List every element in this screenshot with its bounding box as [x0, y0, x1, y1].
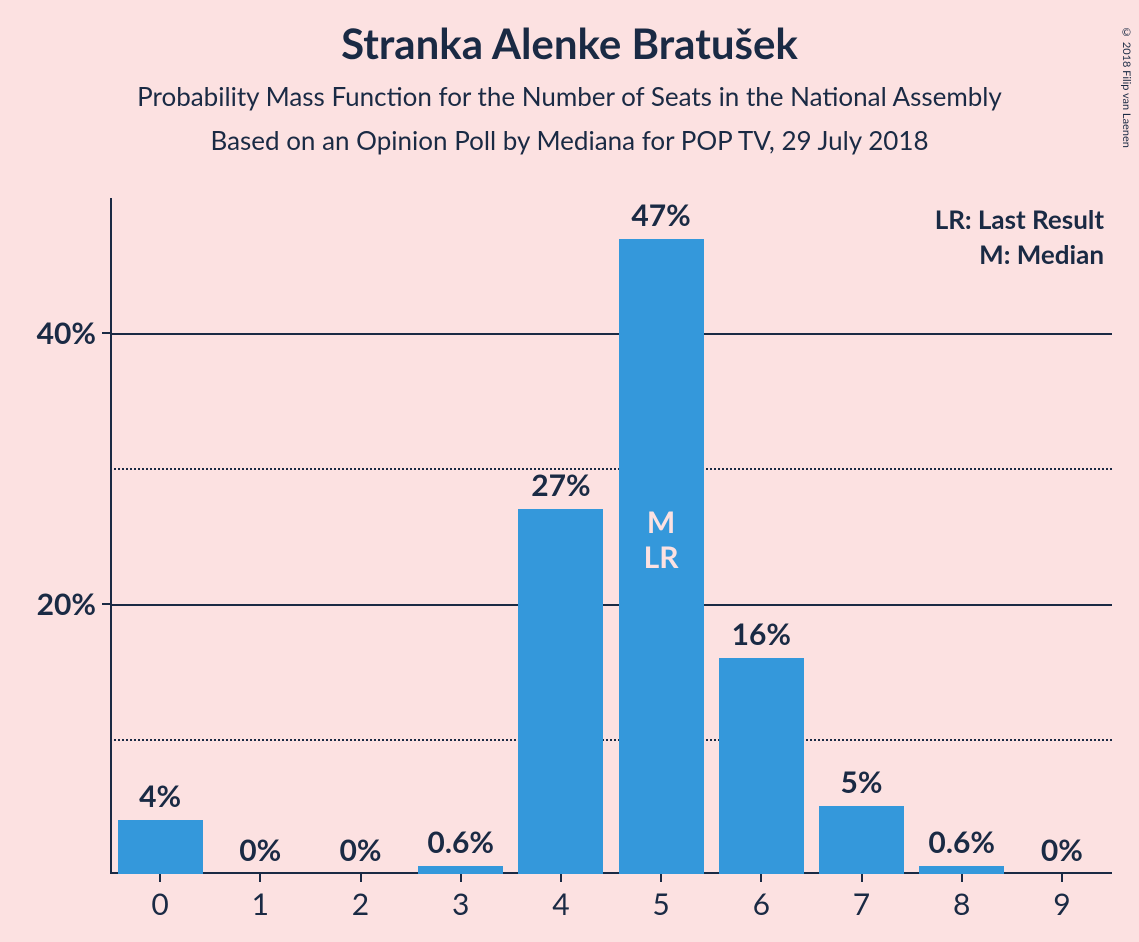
x-tick-mark: [760, 874, 762, 882]
x-tick-mark: [861, 874, 863, 882]
bar-value-label: 4%: [139, 778, 181, 814]
y-tick-label: 40%: [37, 315, 96, 351]
x-tick-label: 4: [552, 886, 569, 922]
bar: 16%: [719, 658, 804, 874]
y-tick-mark: [102, 603, 110, 605]
bar: 0.6%: [919, 866, 1004, 874]
chart-subtitle-1: Probability Mass Function for the Number…: [0, 80, 1139, 112]
chart-plot-area: 20%40%04%10%20%30.6%427%547%MLR616%75%80…: [110, 198, 1112, 874]
x-tick-mark: [560, 874, 562, 882]
x-tick-mark: [460, 874, 462, 882]
bar-value-label: 0.6%: [427, 824, 494, 860]
bar-inner-label: MLR: [644, 505, 679, 574]
bar-value-label: 0%: [239, 832, 281, 868]
x-tick-mark: [360, 874, 362, 882]
bar-value-label: 16%: [732, 616, 791, 652]
bar-value-label: 0%: [339, 832, 381, 868]
y-tick-label: 20%: [37, 586, 96, 622]
x-tick-label: 7: [853, 886, 870, 922]
gridline-minor: [110, 739, 1112, 741]
chart-title: Stranka Alenke Bratušek: [0, 18, 1139, 68]
x-tick-label: 2: [352, 886, 369, 922]
bar: 0.6%: [418, 866, 503, 874]
x-tick-mark: [961, 874, 963, 882]
bar-value-label: 0.6%: [928, 824, 995, 860]
bar-value-label: 5%: [840, 764, 882, 800]
legend: LR: Last Result M: Median: [935, 202, 1104, 272]
x-tick-label: 1: [252, 886, 269, 922]
gridline-major: [110, 604, 1112, 606]
bar: 47%MLR: [619, 239, 704, 874]
x-tick-mark: [1061, 874, 1063, 882]
gridline-major: [110, 333, 1112, 335]
x-tick-label: 3: [452, 886, 469, 922]
bar: 4%: [118, 820, 203, 874]
legend-m: M: Median: [935, 237, 1104, 272]
x-tick-label: 0: [151, 886, 168, 922]
bar-value-label: 0%: [1041, 832, 1083, 868]
chart-subtitle-2: Based on an Opinion Poll by Mediana for …: [0, 124, 1139, 156]
x-tick-mark: [259, 874, 261, 882]
x-tick-label: 8: [953, 886, 970, 922]
y-axis: [110, 198, 112, 874]
bar: 5%: [819, 806, 904, 874]
bar-value-label: 27%: [531, 467, 590, 503]
x-tick-label: 5: [652, 886, 669, 922]
bar-value-label: 47%: [631, 197, 690, 233]
copyright-text: © 2018 Filip van Laenen: [1120, 26, 1133, 148]
x-tick-mark: [159, 874, 161, 882]
x-tick-mark: [660, 874, 662, 882]
legend-lr: LR: Last Result: [935, 202, 1104, 237]
bar: 27%: [518, 509, 603, 874]
y-tick-mark: [102, 332, 110, 334]
gridline-minor: [110, 468, 1112, 470]
x-tick-label: 6: [753, 886, 770, 922]
x-tick-label: 9: [1053, 886, 1070, 922]
